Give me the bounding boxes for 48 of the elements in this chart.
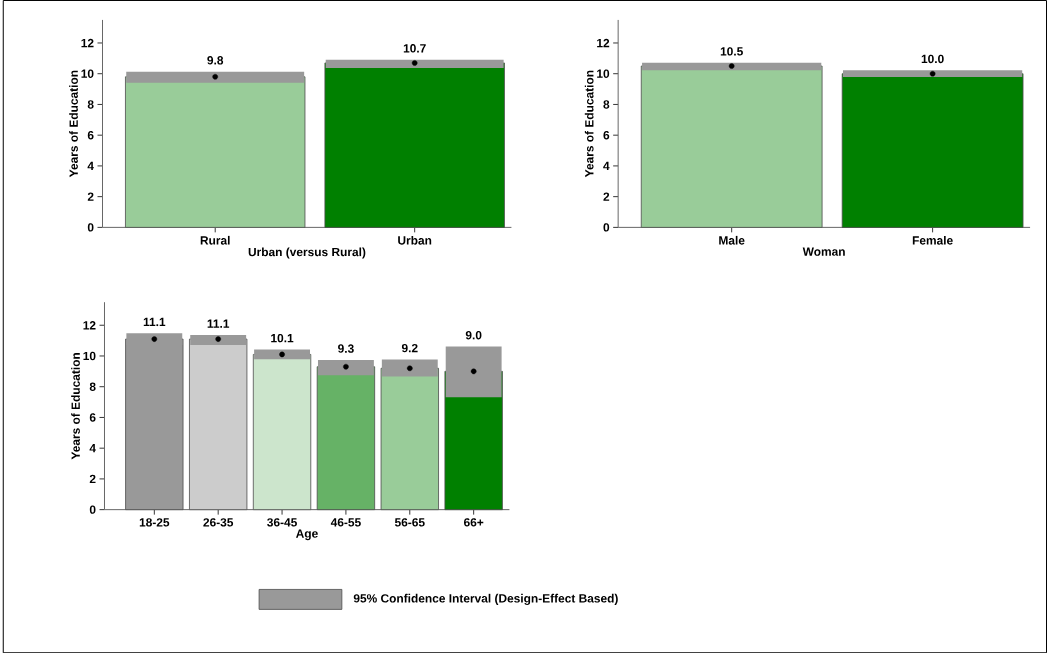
y-tick-label: 4 bbox=[87, 161, 94, 170]
y-tick-label: 10 bbox=[83, 351, 96, 361]
x-tick-label: 56-65 bbox=[394, 518, 425, 527]
y-tick-label: 12 bbox=[597, 38, 610, 48]
data-label: 11.1 bbox=[143, 317, 166, 326]
y-tick-label: 6 bbox=[89, 413, 96, 422]
x-tick-label: 18-25 bbox=[139, 518, 170, 527]
y-tick-label: 0 bbox=[603, 223, 610, 232]
data-label: 9.0 bbox=[465, 330, 482, 340]
y-tick-label: 2 bbox=[603, 192, 610, 201]
y-tick-label: 4 bbox=[603, 161, 610, 170]
x-tick-label: Female bbox=[912, 235, 953, 245]
y-tick-label: 0 bbox=[87, 223, 94, 232]
y-tick-label: 8 bbox=[87, 100, 94, 109]
y-tick-label: 10 bbox=[597, 69, 610, 78]
data-label: 9.3 bbox=[338, 344, 354, 353]
x-tick-label: Urban bbox=[398, 235, 432, 245]
y-tick-label: 2 bbox=[87, 192, 94, 201]
y-axis-title: Years of Education bbox=[69, 70, 78, 177]
y-tick-label: 10 bbox=[81, 69, 94, 78]
data-label: 10.5 bbox=[720, 47, 743, 56]
y-axis-title: Years of Education bbox=[71, 352, 80, 460]
y-tick-label: 12 bbox=[81, 38, 94, 48]
data-label: 10.7 bbox=[403, 43, 426, 53]
x-tick-label: Male bbox=[719, 235, 745, 245]
y-tick-label: 8 bbox=[89, 382, 96, 391]
y-axis-title: Years of Education bbox=[584, 70, 594, 177]
x-axis-title: Urban (versus Rural) bbox=[248, 247, 366, 259]
x-axis-title: Age bbox=[296, 529, 318, 541]
data-label: 10.0 bbox=[921, 54, 944, 64]
y-tick-label: 2 bbox=[89, 474, 96, 483]
y-tick-label: 8 bbox=[603, 100, 610, 109]
x-tick-label: 66+ bbox=[463, 518, 484, 527]
y-tick-label: 6 bbox=[603, 130, 610, 140]
data-label: 11.1 bbox=[207, 319, 230, 328]
y-tick-label: 0 bbox=[89, 505, 96, 514]
x-axis-title: Woman bbox=[802, 247, 845, 256]
data-label: 9.8 bbox=[207, 55, 224, 65]
x-tick-label: 26-35 bbox=[203, 518, 234, 527]
x-tick-label: 36-45 bbox=[267, 518, 297, 527]
data-label: 10.1 bbox=[271, 333, 294, 343]
x-tick-label: 46-55 bbox=[330, 518, 361, 527]
data-label: 9.2 bbox=[401, 343, 418, 353]
x-tick-label: Rural bbox=[200, 235, 230, 245]
y-tick-label: 6 bbox=[87, 130, 94, 140]
text: 95% Confidence Interval (Design-Effect Based) bbox=[353, 593, 618, 605]
y-tick-label: 4 bbox=[89, 443, 96, 453]
y-tick-label: 12 bbox=[83, 320, 96, 330]
